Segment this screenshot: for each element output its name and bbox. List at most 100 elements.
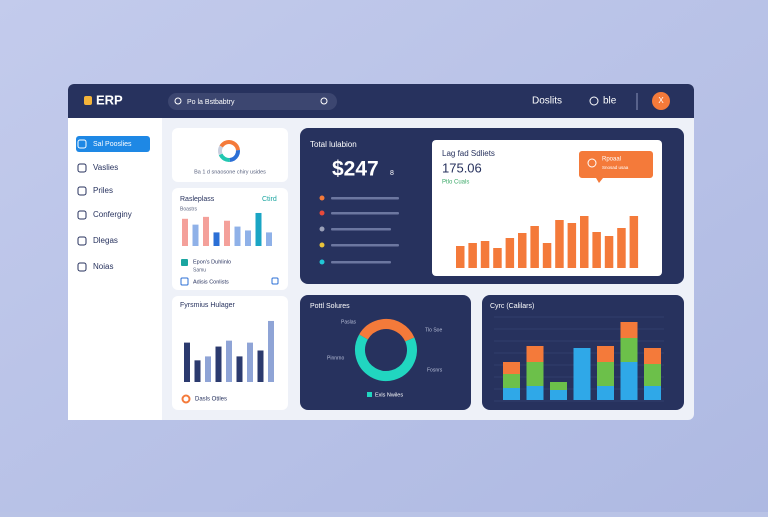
sales-caption: Ptlo Cuals	[442, 180, 469, 186]
legend-note: Samu	[193, 267, 206, 273]
bar	[203, 216, 209, 246]
callout-note: Snosad usaa	[602, 165, 629, 170]
bar	[268, 320, 274, 382]
nav-item[interactable]: Noias	[93, 262, 113, 271]
nav-icon	[77, 163, 87, 173]
nav-icon	[77, 186, 87, 196]
avatar-text: X	[658, 96, 664, 105]
nav-item[interactable]: Vaslies	[93, 163, 118, 172]
stacked-segment	[503, 374, 520, 388]
stacked-segment	[526, 386, 544, 400]
bar	[236, 356, 243, 382]
card-subtitle: Boastrs	[180, 206, 197, 212]
donut-label: Fosnrs	[427, 367, 443, 373]
header	[68, 84, 694, 118]
bar	[530, 226, 539, 268]
stacked-segment	[597, 346, 614, 362]
stacked-segment	[573, 348, 591, 400]
card-title: Lag fad Sdliets	[442, 149, 495, 158]
bar	[580, 216, 589, 268]
callout-title: Rpoaal	[602, 157, 621, 163]
bar	[542, 243, 552, 268]
list	[319, 195, 399, 265]
dot	[319, 259, 325, 265]
card-title: Pottl Solures	[310, 303, 350, 310]
nav-icon	[77, 139, 87, 149]
nav-item[interactable]: Conferginy	[93, 210, 132, 219]
bar	[192, 224, 199, 246]
bar	[247, 342, 253, 382]
stacked-segment	[526, 362, 544, 386]
bar	[213, 232, 220, 246]
total-suffix: 8	[390, 170, 394, 177]
card	[172, 128, 288, 182]
nav-active[interactable]	[76, 136, 150, 152]
user-name[interactable]: ble	[603, 96, 617, 107]
dot	[319, 226, 325, 232]
search-button[interactable]	[320, 97, 328, 105]
bar	[266, 232, 272, 246]
stacked-segment	[597, 362, 614, 386]
search-box[interactable]	[168, 93, 337, 110]
bar-placeholder	[331, 197, 399, 200]
stacked-segment	[597, 386, 614, 400]
bar	[234, 226, 241, 246]
card-title: Fyrsmius Hulager	[180, 302, 236, 309]
card-title: Rasleplass	[180, 196, 215, 203]
legend-item: Adisis Conlists	[193, 279, 229, 285]
bar	[205, 356, 211, 382]
nav-icon	[77, 236, 87, 246]
bar	[194, 360, 201, 382]
stacked-segment	[503, 362, 520, 374]
legend-icon	[181, 259, 188, 266]
card-title: Cyrc (Calilars)	[490, 303, 534, 310]
bar-placeholder	[331, 228, 391, 231]
donut-segment	[218, 140, 240, 162]
bar	[215, 346, 222, 382]
notification-icon[interactable]	[589, 96, 599, 106]
nav-item[interactable]: Sal Pooslies	[93, 141, 132, 148]
card-footer: Dasls Otiles	[195, 397, 227, 403]
bar	[255, 212, 262, 246]
logo-icon	[84, 96, 92, 105]
header-link[interactable]: Doslits	[532, 96, 562, 107]
stacked-segment	[620, 362, 638, 400]
stacked-segment	[550, 390, 567, 400]
bar	[592, 232, 601, 268]
caption: Ba 1 d snaosone chiry usides	[194, 169, 266, 175]
bar	[182, 218, 188, 246]
card-title: Total lulabion	[310, 140, 357, 149]
bar	[493, 248, 502, 268]
bar	[245, 230, 251, 246]
checkbox[interactable]	[271, 277, 279, 285]
search-text: Po la Bstbabtry	[187, 99, 235, 106]
nav-item[interactable]: Dlegas	[93, 236, 118, 245]
bar	[604, 236, 614, 268]
nav-icon	[77, 262, 87, 272]
donut-segment	[218, 140, 240, 162]
card	[300, 295, 471, 410]
bar	[226, 340, 232, 382]
bar	[567, 223, 577, 268]
avatar[interactable]	[652, 92, 670, 110]
dot	[319, 210, 325, 216]
card-footer: Exls Nwiles	[375, 392, 403, 398]
total-amount: $247	[332, 158, 379, 181]
bar	[617, 228, 626, 268]
stacked-segment	[644, 386, 661, 400]
bar-placeholder	[331, 244, 399, 247]
bar-placeholder	[331, 212, 399, 215]
dot	[319, 242, 325, 248]
footer-icon	[367, 392, 372, 397]
bar	[629, 216, 639, 268]
donut-segment	[218, 140, 240, 162]
sales-value: 175.06	[442, 160, 482, 175]
nav-item[interactable]: Priles	[93, 186, 113, 195]
donut-label: Pinnrno	[327, 355, 344, 361]
legend-item: Epon's Duhlinlo	[193, 259, 231, 265]
stacked-segment	[620, 322, 638, 338]
stacked-segment	[550, 382, 567, 390]
donut-segment	[355, 319, 417, 381]
card-link[interactable]: Ctird	[262, 196, 277, 203]
